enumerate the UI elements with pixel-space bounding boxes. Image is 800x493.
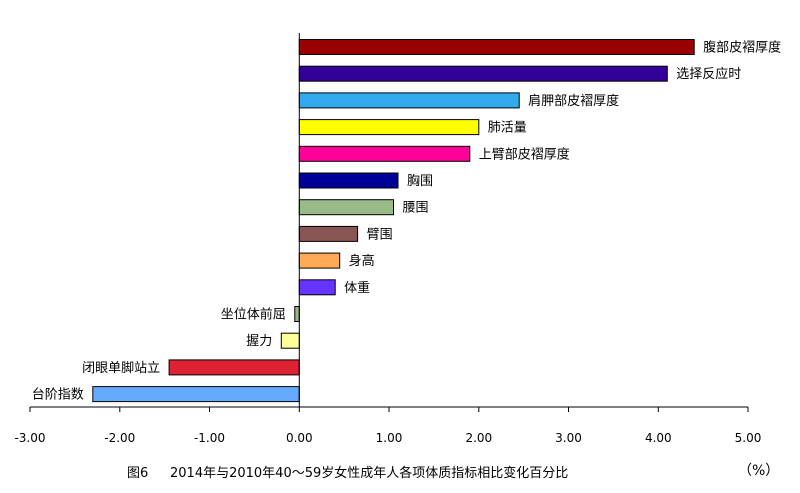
bar	[298, 199, 394, 216]
x-tick-label: 4.00	[645, 431, 672, 445]
bar	[298, 225, 359, 242]
bar	[298, 172, 399, 189]
bar-chart: 腹部皮褶厚度选择反应时肩胛部皮褶厚度肺活量上臂部皮褶厚度胸围腰围臂围身高体重坐位…	[14, 33, 781, 446]
category-label: 身高	[349, 253, 375, 269]
x-tick-label: 2.00	[465, 431, 492, 445]
category-label: 体重	[344, 280, 370, 296]
x-tick-label: 5.00	[735, 431, 762, 445]
bar	[298, 39, 695, 55]
axis-layer	[29, 33, 749, 412]
category-label: 选择反应时	[676, 66, 741, 82]
category-label: 台阶指数	[32, 388, 84, 403]
bar	[298, 279, 336, 296]
unit-label: （%）	[738, 463, 780, 479]
bar	[168, 359, 300, 376]
category-label: 肺活量	[488, 121, 527, 136]
x-tick-label: -1.00	[194, 431, 225, 445]
x-tick-label: -3.00	[14, 431, 45, 445]
labels-layer: 腹部皮褶厚度选择反应时肩胛部皮褶厚度肺活量上臂部皮褶厚度胸围腰围臂围身高体重坐位…	[14, 40, 781, 446]
x-tick-label: 3.00	[555, 431, 582, 445]
figure-title: 2014年与2010年40～59岁女性成年人各项体质指标相比变化百分比	[170, 466, 569, 481]
category-label: 腰围	[403, 201, 429, 216]
x-tick-label: 0.00	[286, 431, 313, 445]
category-label: 臂围	[367, 227, 393, 242]
bar	[298, 145, 471, 162]
category-label: 握力	[246, 334, 272, 349]
x-tick-label: -2.00	[104, 431, 135, 445]
bar	[294, 306, 300, 322]
bar	[298, 119, 480, 136]
bar	[298, 92, 520, 109]
bar	[92, 386, 300, 403]
category-label: 上臂部皮褶厚度	[479, 146, 570, 162]
category-label: 腹部皮褶厚度	[703, 40, 781, 56]
category-label: 闭眼单脚站立	[82, 360, 160, 376]
category-label: 胸围	[407, 174, 433, 189]
bar	[298, 65, 668, 82]
category-label: 肩胛部皮褶厚度	[528, 93, 619, 109]
figure-label: 图6	[127, 466, 149, 481]
bar	[298, 252, 341, 269]
bar	[280, 332, 300, 349]
category-label: 坐位体前屈	[221, 307, 286, 323]
x-tick-label: 1.00	[376, 431, 403, 445]
